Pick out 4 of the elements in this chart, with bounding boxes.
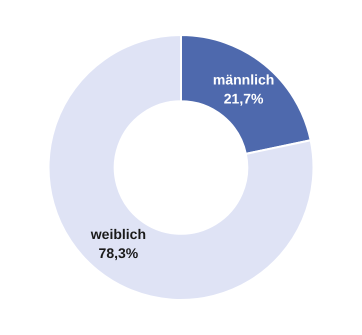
data-label: 21,7%: [224, 90, 264, 107]
slice-label: männlich: [212, 72, 274, 88]
data-label: 78,3%: [98, 245, 139, 262]
slice-label: weiblich: [90, 226, 146, 242]
